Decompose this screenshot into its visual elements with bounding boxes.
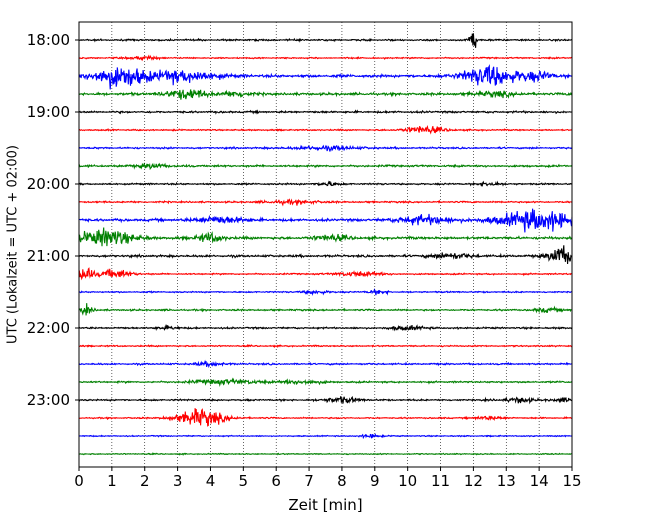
trace-1900 xyxy=(78,109,573,115)
trace-1800 xyxy=(79,33,573,48)
x-tick-label: 4 xyxy=(206,472,216,490)
x-tick-label: 6 xyxy=(271,472,281,490)
trace-2215 xyxy=(78,343,573,349)
trace-2130 xyxy=(78,287,573,296)
traces xyxy=(78,33,573,456)
y-axis: 18:00 19:00 20:00 21:00 22:00 23:00 xyxy=(27,31,79,409)
y-tick-label: 20:00 xyxy=(27,175,70,193)
x-tick-label: 13 xyxy=(497,472,516,490)
trace-2045 xyxy=(78,227,573,247)
trace-2245 xyxy=(78,377,573,387)
x-tick-label: 1 xyxy=(107,472,117,490)
x-tick-label: 3 xyxy=(173,472,183,490)
y-axis-label: UTC (Lokalzeit = UTC + 02:00) xyxy=(6,145,21,344)
x-tick-label: 8 xyxy=(337,472,347,490)
y-tick-label: 23:00 xyxy=(27,391,70,409)
x-tick-label: 12 xyxy=(464,472,483,490)
x-axis-label: Zeit [min] xyxy=(288,496,362,514)
x-tick-label: 7 xyxy=(304,472,314,490)
trace-2230 xyxy=(78,359,573,369)
x-tick-label: 9 xyxy=(370,472,380,490)
x-tick-label: 15 xyxy=(562,472,581,490)
x-tick-label: 14 xyxy=(530,472,549,490)
y-tick-label: 22:00 xyxy=(27,319,70,337)
x-tick-label: 5 xyxy=(239,472,249,490)
trace-2145 xyxy=(78,303,573,316)
trace-2300 xyxy=(78,396,573,405)
x-tick-label: 0 xyxy=(74,472,84,490)
trace-2100 xyxy=(78,245,573,265)
vertical-grid xyxy=(111,22,540,467)
trace-2030 xyxy=(78,208,573,233)
x-axis: 0 1 2 3 4 5 6 7 8 9 10 11 12 13 14 15 xyxy=(74,467,582,490)
x-tick-label: 11 xyxy=(431,472,450,490)
y-tick-label: 21:00 xyxy=(27,247,70,265)
trace-2315 xyxy=(78,408,573,427)
trace-2200 xyxy=(78,324,573,332)
y-tick-label: 18:00 xyxy=(27,31,70,49)
y-tick-label: 19:00 xyxy=(27,103,70,121)
x-tick-label: 2 xyxy=(140,472,150,490)
trace-1815 xyxy=(78,54,573,62)
trace-1830 xyxy=(78,64,573,90)
plot-frame xyxy=(78,21,573,468)
trace-1930 xyxy=(78,144,573,152)
x-tick-label: 10 xyxy=(398,472,417,490)
trace-2015 xyxy=(78,198,573,207)
trace-2345 xyxy=(78,452,572,456)
trace-1915 xyxy=(78,125,573,135)
trace-1945 xyxy=(78,162,573,171)
trace-1845 xyxy=(78,89,573,100)
trace-2000 xyxy=(79,180,573,187)
trace-2330 xyxy=(78,433,573,440)
trace-2115 xyxy=(78,267,573,281)
